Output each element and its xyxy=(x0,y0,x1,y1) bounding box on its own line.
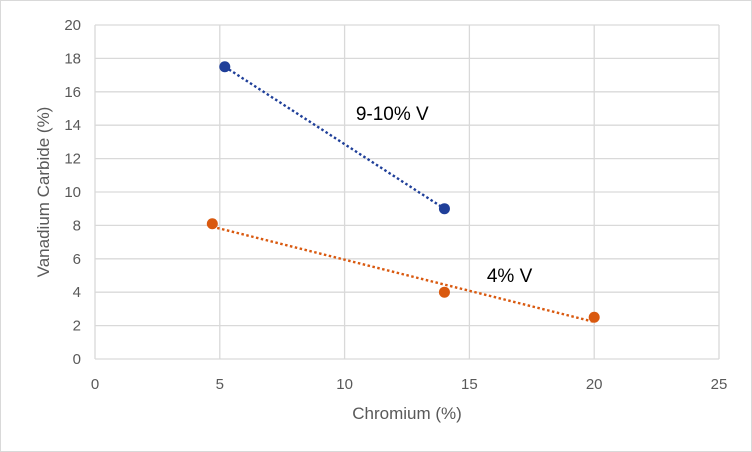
y-tick-label: 2 xyxy=(73,318,81,335)
y-axis-title: Vanadium Carbide (%) xyxy=(34,107,53,278)
grid xyxy=(94,24,720,360)
y-tick-label: 20 xyxy=(64,17,81,34)
y-tick-label: 18 xyxy=(64,50,81,67)
x-tick-label: 25 xyxy=(711,376,728,393)
y-tick-label: 12 xyxy=(64,151,81,168)
annotation-4-v: 4% V xyxy=(487,266,533,287)
data-point-series-1-0 xyxy=(206,218,218,230)
data-point-series-0-1 xyxy=(438,203,450,215)
y-tick-label: 6 xyxy=(73,251,81,268)
axes: 0 2 4 6 8 10 12 14 16 18 20 0 5 10 15 20 25 xyxy=(64,17,727,393)
y-tick-label: 14 xyxy=(64,117,81,134)
y-tick-label: 4 xyxy=(73,284,81,301)
data-point-series-1-1 xyxy=(438,286,450,298)
x-tick-label: 5 xyxy=(216,376,224,393)
labels: Chromium (%) Vanadium Carbide (%) 9-10% … xyxy=(34,104,533,423)
x-tick-label: 10 xyxy=(336,376,353,393)
trendline-series-1 xyxy=(212,225,595,324)
trendline-series-0 xyxy=(224,65,446,210)
x-axis-title: Chromium (%) xyxy=(352,404,462,423)
x-tick-label: 15 xyxy=(461,376,478,393)
y-tick-label: 0 xyxy=(73,351,81,368)
y-tick-label: 16 xyxy=(64,84,81,101)
y-tick-label: 10 xyxy=(64,184,81,201)
data-points xyxy=(206,61,600,323)
data-point-series-0-0 xyxy=(219,61,231,73)
y-tick-label: 8 xyxy=(73,217,81,234)
x-tick-label: 0 xyxy=(91,376,99,393)
trendlines xyxy=(212,65,595,324)
x-tick-label: 20 xyxy=(586,376,603,393)
data-point-series-1-2 xyxy=(588,311,600,323)
annotation-9-10-v: 9-10% V xyxy=(356,104,429,125)
